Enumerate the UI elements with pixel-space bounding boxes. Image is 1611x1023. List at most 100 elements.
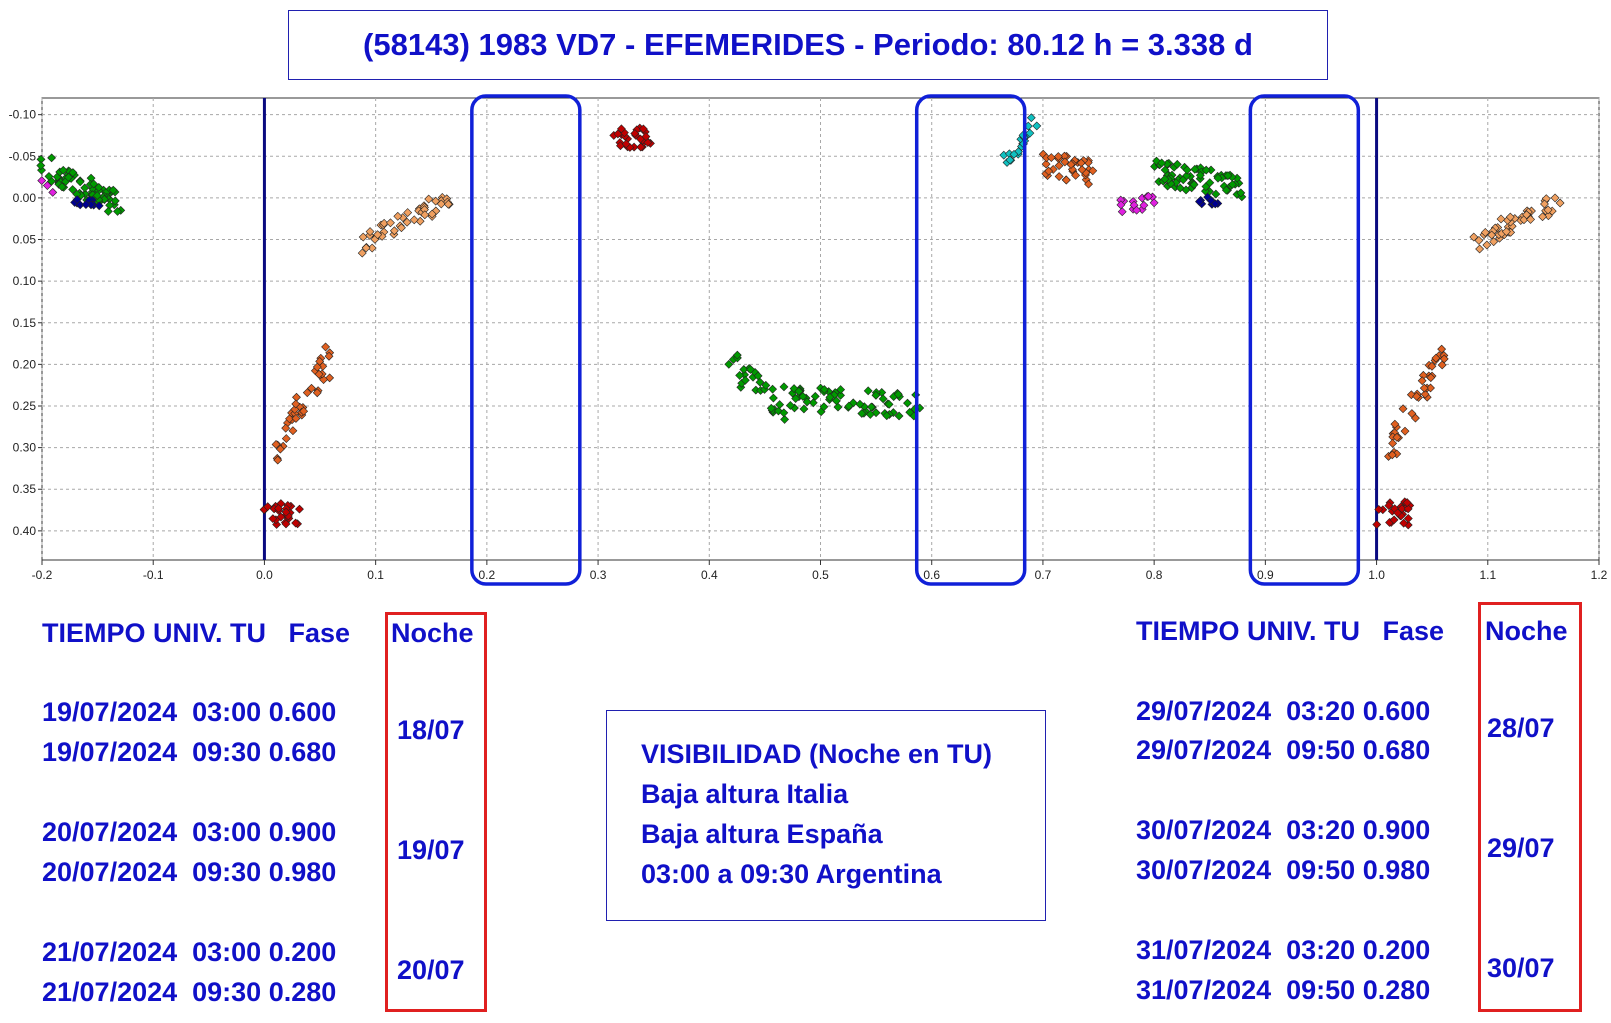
data-point — [1538, 212, 1547, 222]
data-point — [288, 426, 298, 436]
data-point — [836, 385, 846, 395]
x-tick-label: 0.6 — [923, 568, 940, 582]
data-point — [1053, 152, 1063, 161]
data-point — [1388, 438, 1398, 448]
data-point — [882, 411, 892, 421]
data-point — [1522, 210, 1532, 220]
data-point — [1387, 450, 1397, 460]
data-point — [724, 359, 734, 369]
data-point — [1555, 198, 1565, 208]
left-row: 20/07/2024 09:30 0.980 — [42, 857, 337, 887]
data-point — [621, 139, 631, 149]
data-point — [58, 165, 68, 175]
data-point — [94, 201, 104, 211]
y-tick-label: 0.00 — [13, 191, 37, 205]
data-point — [281, 423, 291, 433]
data-point — [89, 179, 99, 189]
data-point — [802, 397, 812, 407]
data-point — [1117, 207, 1127, 217]
right-row: 30/07/2024 03:20 0.900 — [1136, 815, 1431, 845]
data-point — [1144, 191, 1153, 201]
data-point — [903, 398, 912, 408]
data-point — [893, 389, 903, 399]
data-point — [1139, 200, 1149, 210]
data-point — [779, 408, 789, 418]
data-point — [1182, 165, 1192, 175]
x-tick-label: 0.0 — [256, 568, 273, 582]
data-point — [94, 182, 104, 192]
data-point — [1190, 164, 1200, 174]
data-point — [766, 403, 776, 413]
data-point — [1132, 205, 1142, 215]
data-point — [57, 182, 67, 192]
data-point — [1420, 389, 1430, 399]
data-point — [1412, 391, 1422, 401]
data-point — [281, 519, 291, 529]
x-tick-label: 0.9 — [1257, 568, 1274, 582]
y-tick-label: -0.05 — [9, 149, 37, 163]
data-point — [42, 181, 52, 190]
data-point — [866, 402, 876, 412]
data-point — [281, 507, 291, 517]
data-point — [273, 455, 283, 465]
data-point — [1543, 205, 1553, 215]
y-tick-label: 0.35 — [13, 482, 37, 496]
data-point — [1066, 160, 1076, 169]
data-point — [1398, 404, 1408, 414]
data-point — [92, 191, 102, 201]
data-point — [636, 142, 646, 152]
left-table-header: TIEMPO UNIV. TU Fase — [42, 618, 351, 648]
data-point — [424, 194, 434, 204]
data-point — [113, 206, 122, 216]
left-noche-box — [385, 612, 487, 1012]
right-row: 31/07/2024 09:50 0.280 — [1136, 975, 1431, 1005]
x-tick-label: 0.7 — [1035, 568, 1052, 582]
data-point — [1540, 199, 1549, 209]
y-tick-label: 0.40 — [13, 524, 37, 538]
x-tick-label: -0.1 — [143, 568, 164, 582]
right-table-header: TIEMPO UNIV. TU Fase — [1136, 616, 1445, 646]
data-point — [358, 232, 368, 242]
phase-plot: -0.2 -0.1 0.0 0.1 0.2 0.3 0.4 0.5 0.6 0.7 0.8 0.9 1.… — [9, 94, 1608, 586]
data-point — [1044, 166, 1054, 176]
right-row: 29/07/2024 09:50 0.680 — [1136, 735, 1431, 765]
x-tick-label: 0.5 — [812, 568, 829, 582]
data-point — [1228, 180, 1237, 189]
data-point — [1009, 149, 1019, 159]
left-row: 19/07/2024 09:30 0.680 — [42, 737, 337, 767]
right-night: 28/07 — [1487, 713, 1555, 743]
data-point — [1061, 175, 1071, 185]
data-point — [863, 386, 873, 396]
visibility-line: Baja altura Italia — [641, 779, 849, 809]
visibility-window — [1248, 94, 1361, 586]
data-point — [361, 243, 371, 253]
data-point — [836, 390, 845, 400]
data-point — [379, 218, 389, 228]
data-point — [402, 217, 412, 227]
data-point — [420, 210, 430, 220]
data-point — [1005, 155, 1015, 165]
data-point — [315, 356, 325, 366]
left-row: 20/07/2024 03:00 0.900 — [42, 817, 337, 847]
right-noche-header: Noche — [1485, 616, 1568, 646]
data-point — [68, 168, 78, 177]
data-point — [1501, 227, 1511, 237]
visibility-window — [914, 94, 1027, 586]
data-point — [110, 196, 120, 206]
data-point — [68, 185, 78, 194]
data-point — [1437, 344, 1447, 354]
x-tick-label: 0.4 — [701, 568, 718, 582]
right-night: 29/07 — [1487, 833, 1555, 863]
visibility-line: 03:00 a 09:30 Argentina — [641, 859, 942, 889]
data-point — [1469, 232, 1479, 242]
data-point — [1402, 498, 1412, 508]
data-point — [1427, 361, 1437, 371]
data-point — [299, 406, 309, 416]
data-point — [427, 209, 437, 219]
data-point — [36, 161, 46, 170]
x-tick-label: 0.2 — [479, 568, 496, 582]
x-tick-label: -0.2 — [32, 568, 53, 582]
data-point — [1550, 193, 1560, 203]
data-point — [785, 401, 795, 410]
data-point — [291, 518, 301, 528]
